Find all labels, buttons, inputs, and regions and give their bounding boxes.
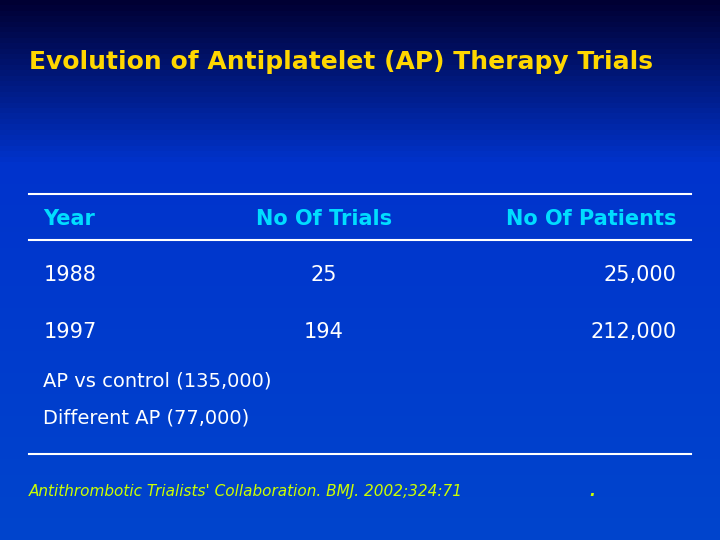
Text: 194: 194	[304, 322, 344, 342]
Text: Different AP (77,000): Different AP (77,000)	[43, 409, 249, 428]
Text: 212,000: 212,000	[590, 322, 677, 342]
Text: 1997: 1997	[43, 322, 96, 342]
Text: 1988: 1988	[43, 265, 96, 286]
Text: 25,000: 25,000	[604, 265, 677, 286]
Text: Year: Year	[43, 208, 95, 229]
Text: AP vs control (135,000): AP vs control (135,000)	[43, 371, 271, 390]
Text: No Of Trials: No Of Trials	[256, 208, 392, 229]
Text: No Of Patients: No Of Patients	[506, 208, 677, 229]
Text: Evolution of Antiplatelet (AP) Therapy Trials: Evolution of Antiplatelet (AP) Therapy T…	[29, 50, 653, 74]
Text: .: .	[589, 484, 595, 499]
Text: 25: 25	[311, 265, 337, 286]
Text: Antithrombotic Trialists' Collaboration. BMJ. 2002;324:71: Antithrombotic Trialists' Collaboration.…	[29, 484, 463, 499]
